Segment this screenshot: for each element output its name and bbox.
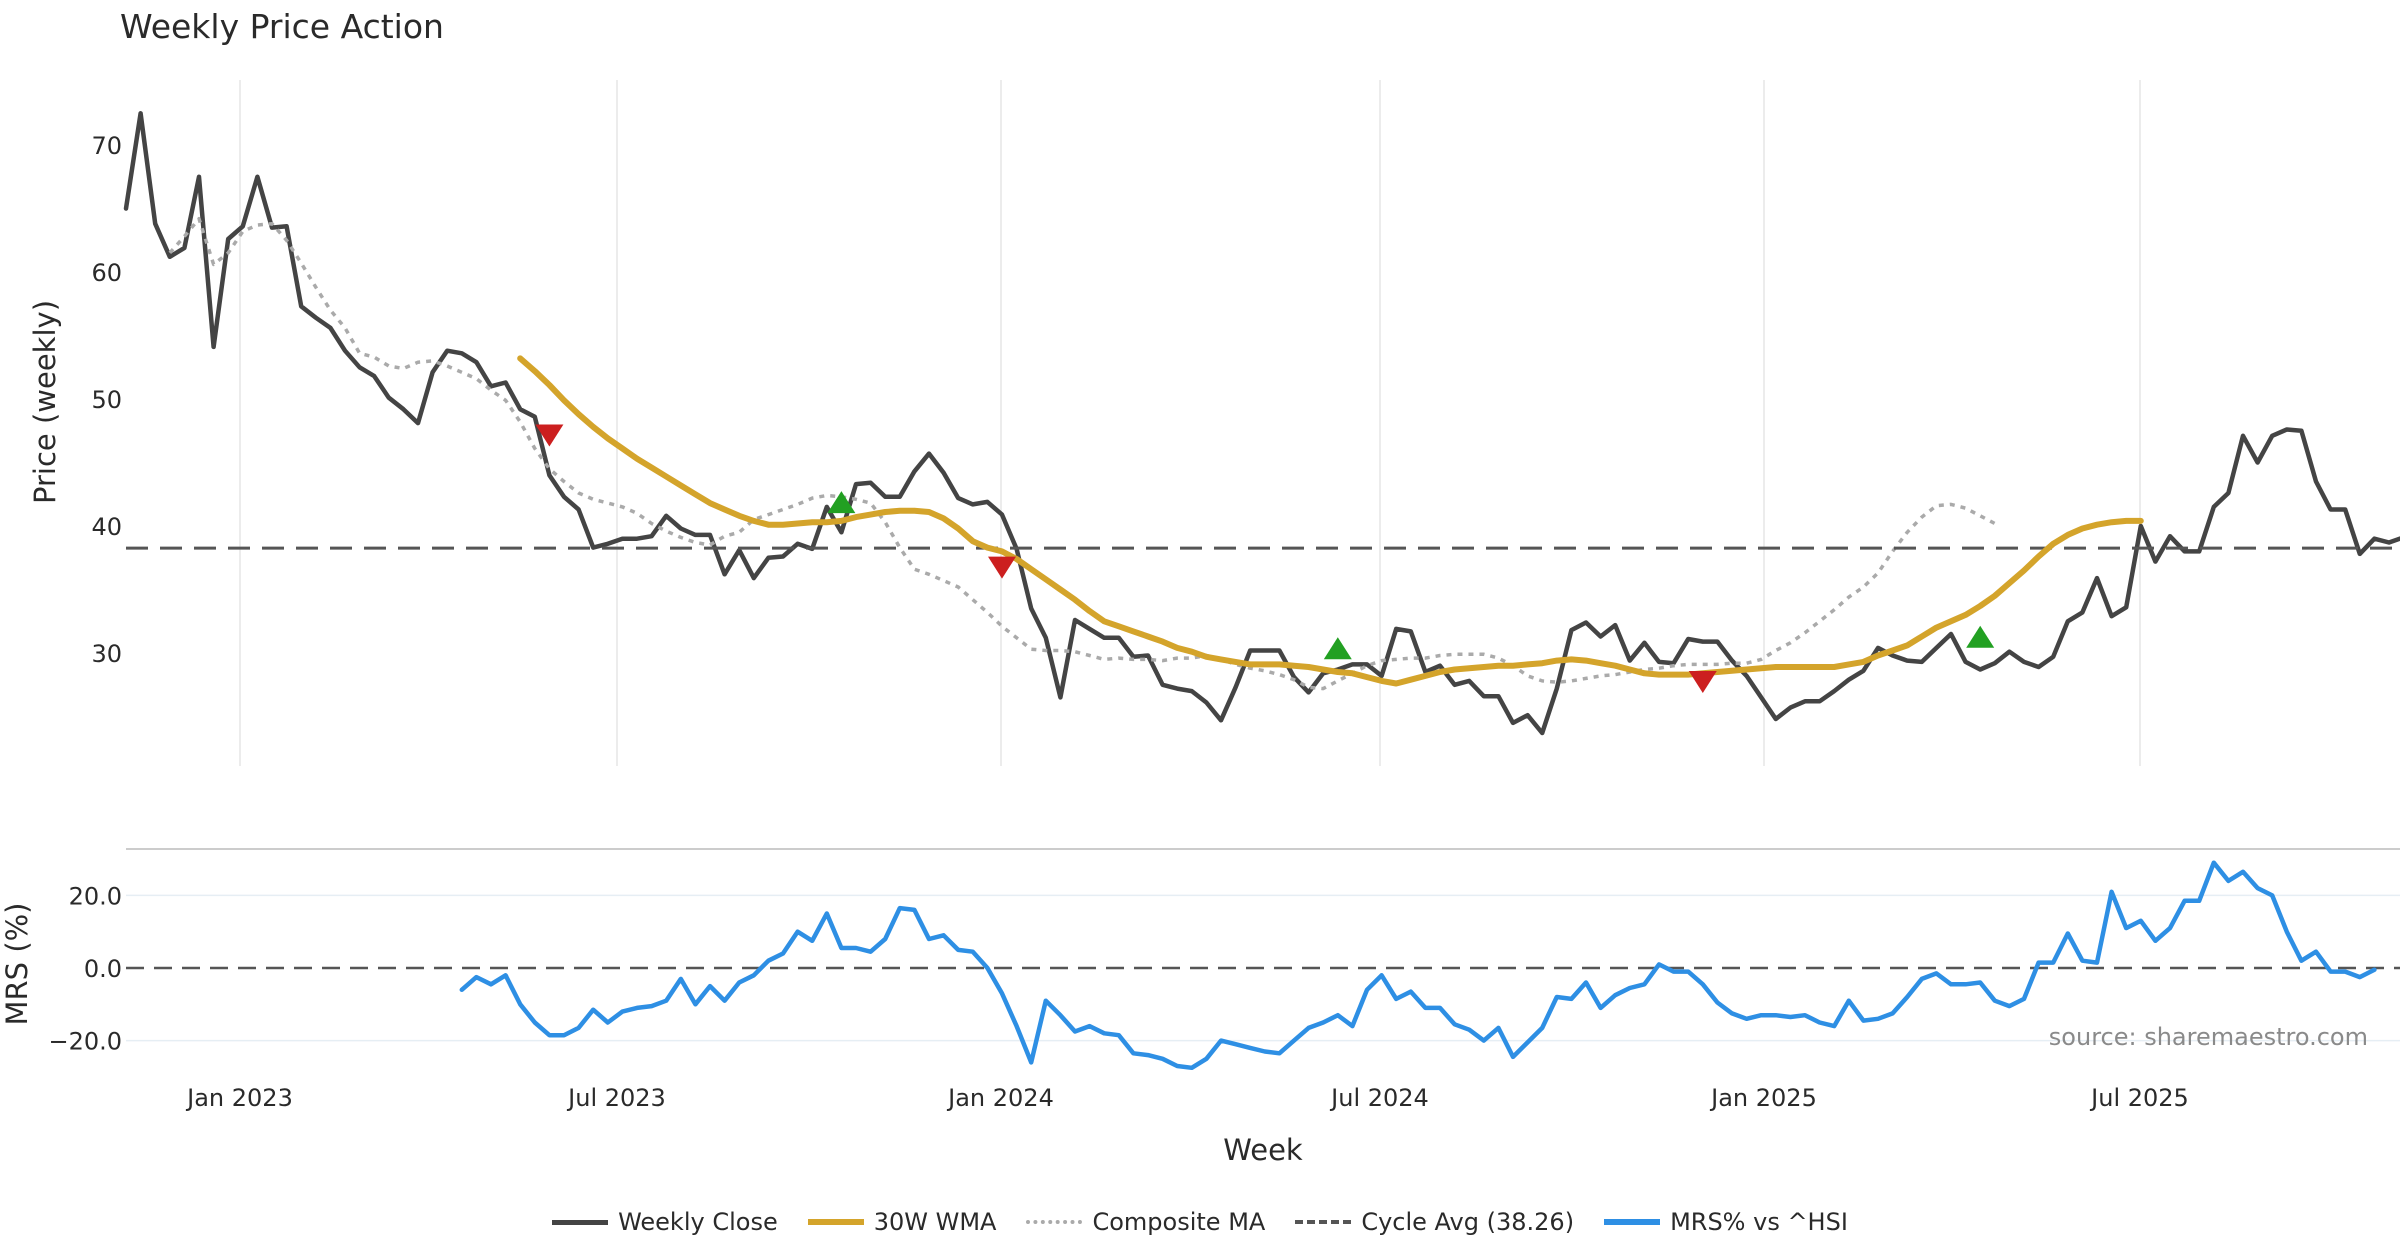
legend-item-30w-wma: 30W WMA <box>807 1208 997 1236</box>
price-grid <box>239 80 2141 766</box>
mrs-y-axis-label: MRS (%) <box>0 903 34 1026</box>
composite-ma-line <box>168 216 1996 691</box>
price-y-tick-label: 40 <box>91 513 122 541</box>
mrs-grid <box>126 894 2400 1042</box>
x-tick-label: Jul 2023 <box>566 1084 666 1112</box>
mrs-y-tick-label: 0.0 <box>84 955 122 983</box>
x-tick-labels: Jan 2023 Jul 2023 Jan 2024 Jul 2024 Jan 2025… <box>185 1084 2189 1112</box>
sell-signal-marker <box>1688 670 1717 693</box>
legend-item-mrs: MRS% vs ^HSI <box>1604 1208 1848 1236</box>
legend-swatch-30w-wma <box>807 1219 864 1225</box>
price-series-group <box>123 111 2400 736</box>
x-tick-label: Jan 2025 <box>1709 1084 1817 1112</box>
legend-item-weekly-close: Weekly Close <box>552 1208 778 1236</box>
buy-signal-marker <box>1966 625 1995 648</box>
mrs-y-tick-label: 20.0 <box>69 882 122 910</box>
legend-label: Weekly Close <box>618 1208 778 1236</box>
legend: Weekly Close 30W WMA Composite MA Cycle … <box>0 1208 2400 1236</box>
x-tick-label: Jul 2024 <box>1329 1084 1429 1112</box>
mrs-line <box>459 860 2377 1071</box>
legend-swatch-mrs <box>1604 1219 1661 1225</box>
legend-swatch-cycle-avg <box>1295 1220 1352 1224</box>
legend-swatch-composite-ma <box>1026 1220 1083 1224</box>
mrs-series-group <box>126 860 2400 1071</box>
legend-item-cycle-avg: Cycle Avg (38.26) <box>1295 1208 1574 1236</box>
legend-label: Cycle Avg (38.26) <box>1361 1208 1575 1236</box>
price-y-tick-label: 30 <box>91 640 122 668</box>
source-note: source: sharemaestro.com <box>2049 1023 2368 1051</box>
price-y-tick-label: 50 <box>91 386 122 414</box>
price-y-axis-label: Price (weekly) <box>28 300 62 504</box>
mrs-y-tick-label: −20.0 <box>48 1028 122 1056</box>
x-axis-label: Week <box>1223 1133 1303 1167</box>
price-y-tick-label: 70 <box>91 132 122 160</box>
legend-item-composite-ma: Composite MA <box>1026 1208 1265 1236</box>
price-y-tick-label: 60 <box>91 259 122 287</box>
signal-markers <box>535 424 1995 693</box>
chart-title: Weekly Price Action <box>120 7 444 46</box>
sell-signal-marker <box>535 424 564 447</box>
buy-signal-marker <box>827 491 856 514</box>
sell-signal-marker <box>988 556 1016 579</box>
x-tick-label: Jul 2025 <box>2089 1084 2189 1112</box>
legend-label: Composite MA <box>1092 1208 1266 1236</box>
mrs-y-tick-labels: 20.0 0.0 −20.0 <box>48 882 122 1055</box>
weekly-close-line <box>123 111 2400 736</box>
buy-signal-marker <box>1323 637 1352 660</box>
legend-label: MRS% vs ^HSI <box>1670 1208 1848 1236</box>
x-tick-label: Jan 2023 <box>185 1084 293 1112</box>
legend-label: 30W WMA <box>873 1208 997 1236</box>
legend-swatch-weekly-close <box>552 1219 609 1225</box>
price-y-tick-labels: 30 40 50 60 70 <box>91 132 122 668</box>
x-tick-label: Jan 2024 <box>946 1084 1054 1112</box>
wma-30w-line <box>517 355 2144 687</box>
